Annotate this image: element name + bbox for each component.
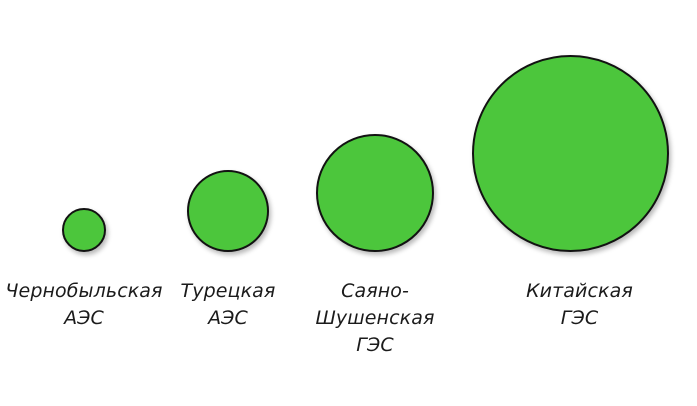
bubble-group-2: Турецкая АЭС xyxy=(168,0,288,406)
bubble-label-sayano-shushenskaya: Саяно- Шушенская ГЭС xyxy=(315,280,435,356)
bubble-group-3: Саяно- Шушенская ГЭС xyxy=(288,0,462,406)
bubble-group-1: Чернобыльская АЭС xyxy=(0,0,168,406)
bubble-sayano-shushenskaya xyxy=(316,134,434,252)
bubble-turkish xyxy=(187,170,269,252)
bubble-label-chinese: Китайская ГЭС xyxy=(526,280,633,329)
bubble-chinese xyxy=(472,55,669,252)
bubble-label-chernobyl: Чернобыльская АЭС xyxy=(5,280,163,329)
bubble-label-turkish: Турецкая АЭС xyxy=(180,280,276,329)
bubble-group-4: Китайская ГЭС xyxy=(462,0,697,406)
bubble-chernobyl xyxy=(62,208,106,252)
